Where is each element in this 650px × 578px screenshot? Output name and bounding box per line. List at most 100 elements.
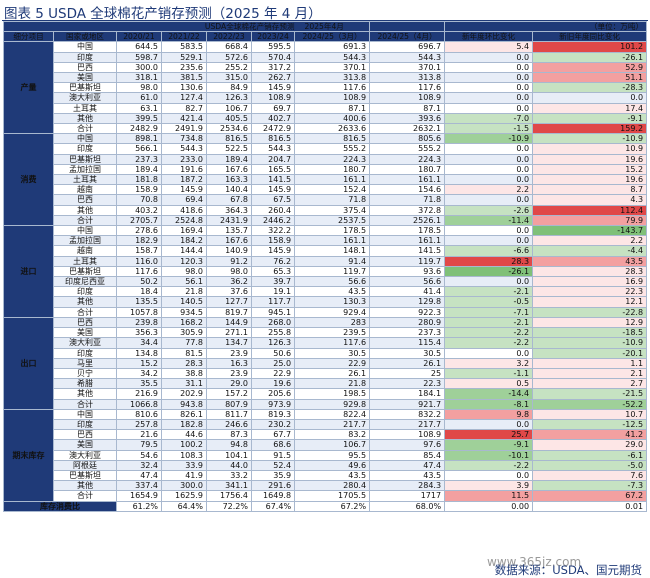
value-cell: 572.6 xyxy=(206,51,252,63)
value-cell: 418.6 xyxy=(161,204,207,216)
value-cell: 19.6 xyxy=(250,378,296,390)
value-cell: -14.4 xyxy=(444,388,534,400)
value-cell: 25 xyxy=(369,367,446,380)
value-cell: 929.8 xyxy=(294,398,371,410)
value-cell: 921.7 xyxy=(369,398,446,410)
table-row: 消费 中国 898.1 734.8 816.5 816.5 816.5 805.6 -10.9-… xyxy=(3,133,648,227)
value-cell: 402.7 xyxy=(250,112,296,125)
value-cell: 29.0 xyxy=(206,378,252,390)
value-cell: 25.7 xyxy=(444,429,534,441)
value-cell: 0.0 xyxy=(444,276,534,288)
value-cell: 104.1 xyxy=(206,449,252,461)
value-cell: 375.4 xyxy=(294,204,371,216)
value-cell: 0.5 xyxy=(444,378,534,390)
region-cell: 印度 xyxy=(53,51,117,63)
value-cell: 79.5 xyxy=(116,439,162,451)
value-cell: 141.5 xyxy=(250,174,296,186)
value-cell: 555.2 xyxy=(369,143,446,155)
value-cell: 5.4 xyxy=(444,41,534,53)
value-cell: 134.8 xyxy=(116,347,162,359)
value-cell: 61.2% xyxy=(116,500,162,512)
value-cell: 356.3 xyxy=(116,327,162,339)
value-cell: 117.6 xyxy=(294,337,371,349)
value-cell: 2431.9 xyxy=(206,214,252,227)
value-cell: 50.6 xyxy=(250,347,296,359)
region-cell: 美国 xyxy=(53,72,117,84)
value-cell: 67.2 xyxy=(532,490,648,502)
stock-ratio-row: 库存消费比 61.2% 64.4% 72.2% 67.4% 67.2% 68.0% 0.00 0… xyxy=(3,500,648,512)
value-cell: 163.3 xyxy=(206,174,252,186)
value-cell: -10.9 xyxy=(444,133,534,145)
value-cell: 1625.9 xyxy=(161,490,207,502)
table-row: 土耳其 63.1 82.7 106.7 69.7 87.1 87.1 0.0 17.4 xyxy=(4,102,648,114)
value-cell: 87.3 xyxy=(206,429,252,441)
table-row: 巴西 300.0 235.6 255.2 317.2 370.1 370.1 0.0 52.9 xyxy=(4,61,648,74)
value-cell: 224.3 xyxy=(369,153,446,165)
value-cell: 71.8 xyxy=(294,194,371,206)
value-cell: 566.1 xyxy=(116,143,162,155)
value-cell: 28.3 xyxy=(161,357,207,369)
value-cell: 0.0 xyxy=(444,347,534,359)
value-cell: 161.1 xyxy=(369,174,446,186)
value-cell: 191.6 xyxy=(161,163,207,176)
value-cell: 98.0 xyxy=(206,265,252,278)
value-cell: 161.1 xyxy=(369,235,446,247)
value-cell: 43.5 xyxy=(369,469,446,482)
region-cell: 中国 xyxy=(53,408,117,420)
value-cell: -10.9 xyxy=(532,337,648,349)
value-cell: 2633.6 xyxy=(294,123,371,135)
region-cell: 巴西 xyxy=(53,316,117,329)
value-cell: 108.9 xyxy=(369,92,446,104)
region-cell: 马里 xyxy=(53,357,117,369)
value-cell: 161.1 xyxy=(294,235,371,247)
region-cell: 美国 xyxy=(53,439,117,451)
value-cell: 278.6 xyxy=(116,225,162,237)
value-cell: 184.2 xyxy=(161,235,207,247)
value-cell: 67.7 xyxy=(250,429,296,441)
region-cell: 巴基斯坦 xyxy=(53,153,117,165)
value-cell: 69.7 xyxy=(250,102,296,114)
value-cell: 400.6 xyxy=(294,112,371,125)
table-row: 巴基斯坦 117.6 98.0 98.0 65.3 119.7 93.6 -26.1 28.3 xyxy=(4,265,648,278)
value-cell: 126.3 xyxy=(250,337,296,349)
value-cell: -9.1 xyxy=(444,439,534,451)
value-cell: 23.9 xyxy=(206,367,252,380)
table-title-cell: USDA全球棉花产销存预测 xyxy=(2,20,295,33)
region-cell: 其他 xyxy=(53,204,117,216)
value-cell: 12.9 xyxy=(532,316,648,329)
value-cell: 217.7 xyxy=(294,418,371,431)
value-cell: -2.1 xyxy=(444,316,534,329)
region-cell: 巴基斯坦 xyxy=(53,469,117,482)
column-header: 新年度环比变化 xyxy=(444,31,534,43)
value-cell: 7.6 xyxy=(532,469,648,482)
value-cell: 158.7 xyxy=(116,245,162,257)
value-cell: 47.4 xyxy=(369,459,446,471)
group-label: 进口 xyxy=(3,225,54,318)
value-cell: 44.0 xyxy=(206,459,252,471)
value-cell: -7.0 xyxy=(444,112,534,125)
value-cell: 22.9 xyxy=(250,367,296,380)
value-cell: 67.2% xyxy=(294,500,371,512)
table-row: 贝宁 34.2 38.8 23.9 22.9 26.1 25 -1.1 2.1 xyxy=(4,367,648,380)
group-label: 期末库存 xyxy=(3,408,54,502)
group-label: 出口 xyxy=(3,316,54,410)
value-cell: 271.1 xyxy=(206,327,252,339)
value-cell: 811.7 xyxy=(206,408,252,420)
value-cell: 544.3 xyxy=(369,51,446,63)
value-cell: 101.2 xyxy=(532,41,648,53)
region-cell: 合计 xyxy=(53,306,117,318)
value-cell: 826.1 xyxy=(161,408,207,420)
region-cell: 中国 xyxy=(53,133,117,145)
region-cell: 澳大利亚 xyxy=(53,337,117,349)
value-cell: 668.4 xyxy=(206,41,252,53)
region-cell: 印度尼西亚 xyxy=(53,276,117,288)
value-cell: 291.6 xyxy=(250,480,296,492)
value-cell: -0.5 xyxy=(444,296,534,308)
value-cell: 810.6 xyxy=(116,408,162,420)
value-cell: 64.4% xyxy=(161,500,207,512)
value-cell: 1756.4 xyxy=(206,490,252,502)
value-cell: 94.8 xyxy=(206,439,252,451)
value-cell: 91.5 xyxy=(250,449,296,461)
value-cell: 100.2 xyxy=(161,439,207,451)
value-cell: 337.4 xyxy=(116,480,162,492)
